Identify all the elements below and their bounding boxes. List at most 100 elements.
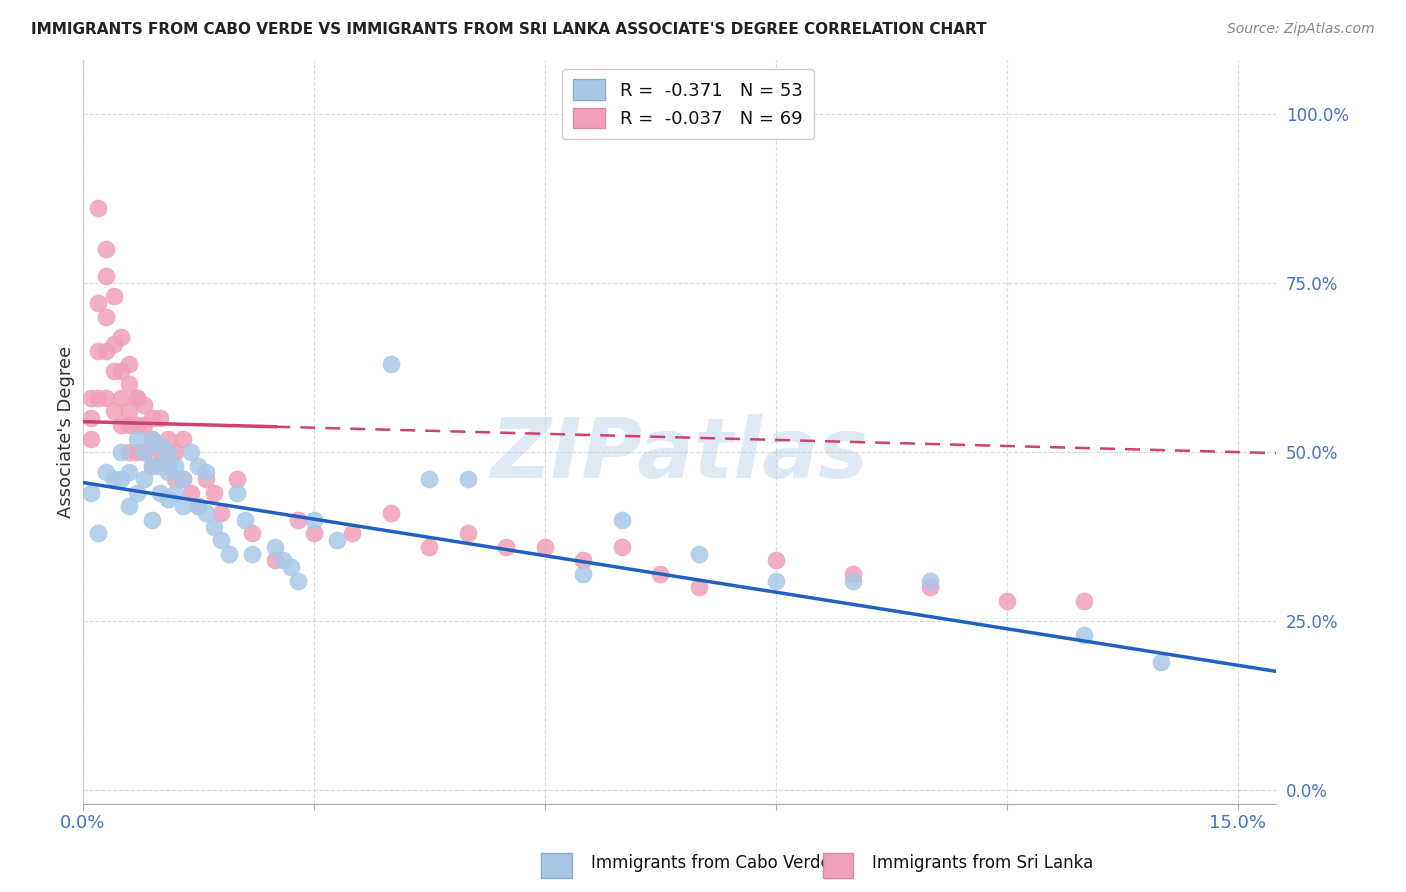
Point bbox=[141, 432, 163, 446]
Point bbox=[149, 458, 172, 473]
Point bbox=[94, 466, 117, 480]
Point bbox=[141, 432, 163, 446]
Point bbox=[1073, 628, 1095, 642]
Point bbox=[180, 445, 202, 459]
Point bbox=[342, 526, 364, 541]
Point bbox=[209, 533, 232, 547]
Point bbox=[688, 547, 710, 561]
Point bbox=[533, 540, 555, 554]
Point bbox=[187, 458, 209, 473]
Point bbox=[995, 594, 1018, 608]
Point bbox=[118, 500, 141, 514]
Point bbox=[118, 404, 141, 418]
Point bbox=[187, 500, 209, 514]
Point bbox=[180, 485, 202, 500]
Point bbox=[765, 574, 787, 588]
Point bbox=[149, 485, 172, 500]
Point bbox=[287, 574, 309, 588]
Point bbox=[918, 574, 941, 588]
Point bbox=[79, 485, 101, 500]
Point bbox=[165, 445, 187, 459]
Point bbox=[165, 485, 187, 500]
Point bbox=[125, 417, 148, 432]
Point bbox=[380, 357, 402, 371]
Point bbox=[94, 242, 117, 256]
Point bbox=[134, 472, 156, 486]
Point bbox=[195, 466, 218, 480]
Point bbox=[118, 357, 141, 371]
Point bbox=[94, 343, 117, 358]
Point bbox=[240, 547, 263, 561]
Point bbox=[1073, 594, 1095, 608]
Point bbox=[572, 553, 595, 567]
Point bbox=[457, 526, 479, 541]
Point bbox=[172, 472, 194, 486]
Point bbox=[79, 391, 101, 405]
Point bbox=[94, 269, 117, 284]
Point bbox=[94, 310, 117, 324]
Point bbox=[841, 574, 863, 588]
Point bbox=[149, 411, 172, 425]
Point bbox=[418, 540, 440, 554]
Legend: R =  -0.371   N = 53, R =  -0.037   N = 69: R = -0.371 N = 53, R = -0.037 N = 69 bbox=[562, 69, 814, 139]
Point bbox=[134, 398, 156, 412]
Point bbox=[418, 472, 440, 486]
Point bbox=[165, 472, 187, 486]
Point bbox=[110, 472, 132, 486]
Point bbox=[610, 540, 633, 554]
Point bbox=[125, 445, 148, 459]
Point bbox=[79, 432, 101, 446]
Point bbox=[271, 553, 294, 567]
Point bbox=[141, 411, 163, 425]
Point bbox=[841, 566, 863, 581]
Point bbox=[187, 500, 209, 514]
Point bbox=[264, 540, 287, 554]
Point bbox=[149, 445, 172, 459]
Text: Source: ZipAtlas.com: Source: ZipAtlas.com bbox=[1227, 22, 1375, 37]
Point bbox=[110, 391, 132, 405]
Point bbox=[134, 445, 156, 459]
Point bbox=[172, 472, 194, 486]
Point bbox=[110, 445, 132, 459]
Point bbox=[195, 472, 218, 486]
Point bbox=[918, 581, 941, 595]
Text: Immigrants from Sri Lanka: Immigrants from Sri Lanka bbox=[872, 855, 1092, 872]
Point bbox=[149, 438, 172, 452]
Point bbox=[87, 296, 110, 310]
Point bbox=[765, 553, 787, 567]
Point bbox=[94, 391, 117, 405]
Point bbox=[110, 330, 132, 344]
Point bbox=[103, 336, 125, 351]
Point bbox=[87, 202, 110, 216]
Point bbox=[165, 458, 187, 473]
Point bbox=[202, 519, 225, 533]
Point bbox=[457, 472, 479, 486]
Point bbox=[240, 526, 263, 541]
Point bbox=[103, 289, 125, 303]
Point bbox=[156, 432, 179, 446]
Text: Immigrants from Cabo Verde: Immigrants from Cabo Verde bbox=[591, 855, 831, 872]
Point bbox=[495, 540, 517, 554]
Point bbox=[141, 458, 163, 473]
Point bbox=[79, 411, 101, 425]
Point bbox=[103, 472, 125, 486]
Point bbox=[118, 377, 141, 392]
Point bbox=[134, 445, 156, 459]
Point bbox=[202, 485, 225, 500]
Point bbox=[572, 566, 595, 581]
Point bbox=[87, 391, 110, 405]
Point bbox=[103, 404, 125, 418]
Point bbox=[326, 533, 349, 547]
Point bbox=[87, 343, 110, 358]
Point bbox=[302, 513, 325, 527]
Point bbox=[134, 417, 156, 432]
Point bbox=[118, 417, 141, 432]
Point bbox=[110, 417, 132, 432]
Point bbox=[225, 472, 247, 486]
Text: ZIPatlas: ZIPatlas bbox=[491, 414, 869, 495]
Point bbox=[302, 526, 325, 541]
Point bbox=[209, 506, 232, 520]
Point bbox=[650, 566, 672, 581]
Point bbox=[172, 500, 194, 514]
Point bbox=[218, 547, 240, 561]
